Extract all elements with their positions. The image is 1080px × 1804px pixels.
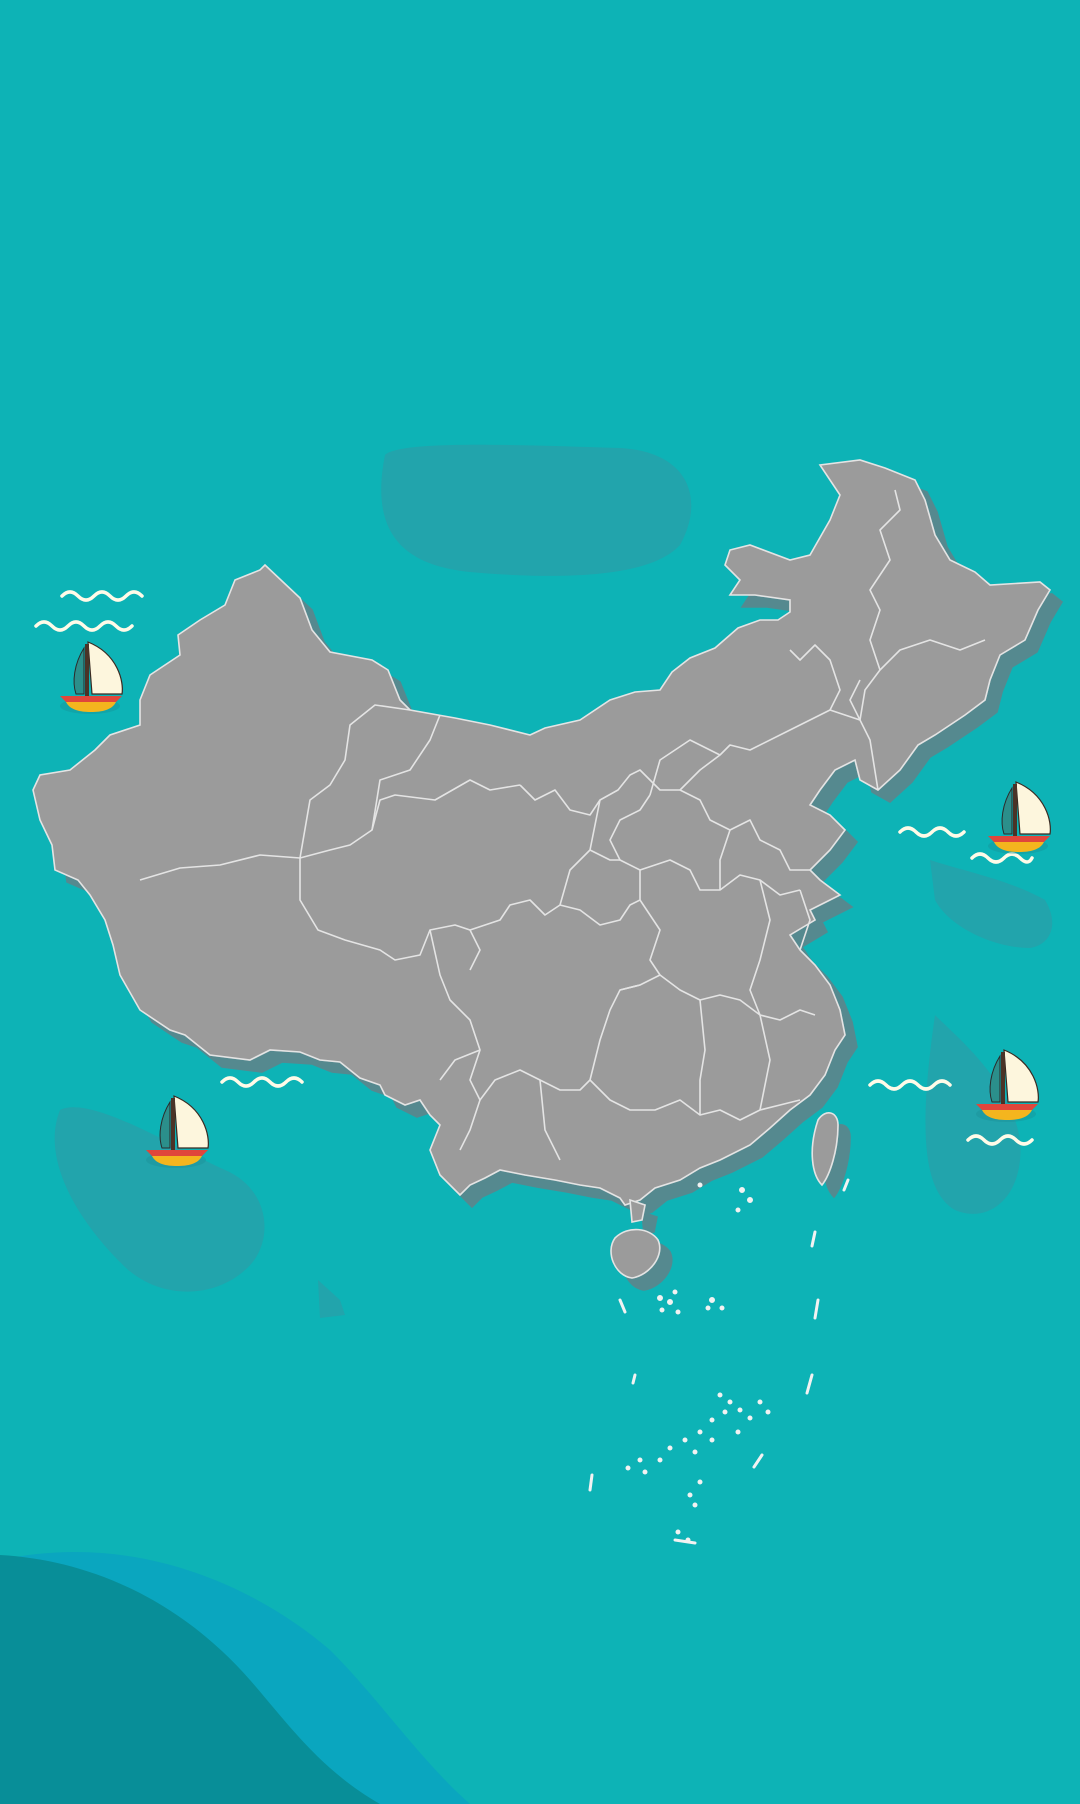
islands [610,1112,839,1279]
wave-icon [966,1134,1034,1146]
shallow-water-reef [318,1280,345,1318]
wave-icon [220,1076,304,1088]
wave-icon [898,826,966,838]
shallow-water-north [381,444,692,576]
china-mainland [32,459,1052,1223]
shallow-water-southeast [925,1015,1021,1214]
corner-wave-dark [0,1555,380,1804]
shallow-water-southwest [54,1107,265,1292]
shallow-water [54,444,1053,1318]
wave-icon [868,1079,952,1091]
hainan-island [610,1228,661,1279]
wave-icon [970,852,1034,864]
shallow-water-east [930,860,1053,948]
province-borders [139,489,986,1161]
wave-icon [60,590,144,602]
south-sea-islands [588,1178,850,1545]
corner-waves [0,1552,470,1804]
waves [34,590,1034,1146]
wave-icon [34,620,134,632]
taiwan-island [811,1112,839,1187]
mainland-shape [32,459,1052,1206]
leizhou-peninsula [629,1198,646,1223]
